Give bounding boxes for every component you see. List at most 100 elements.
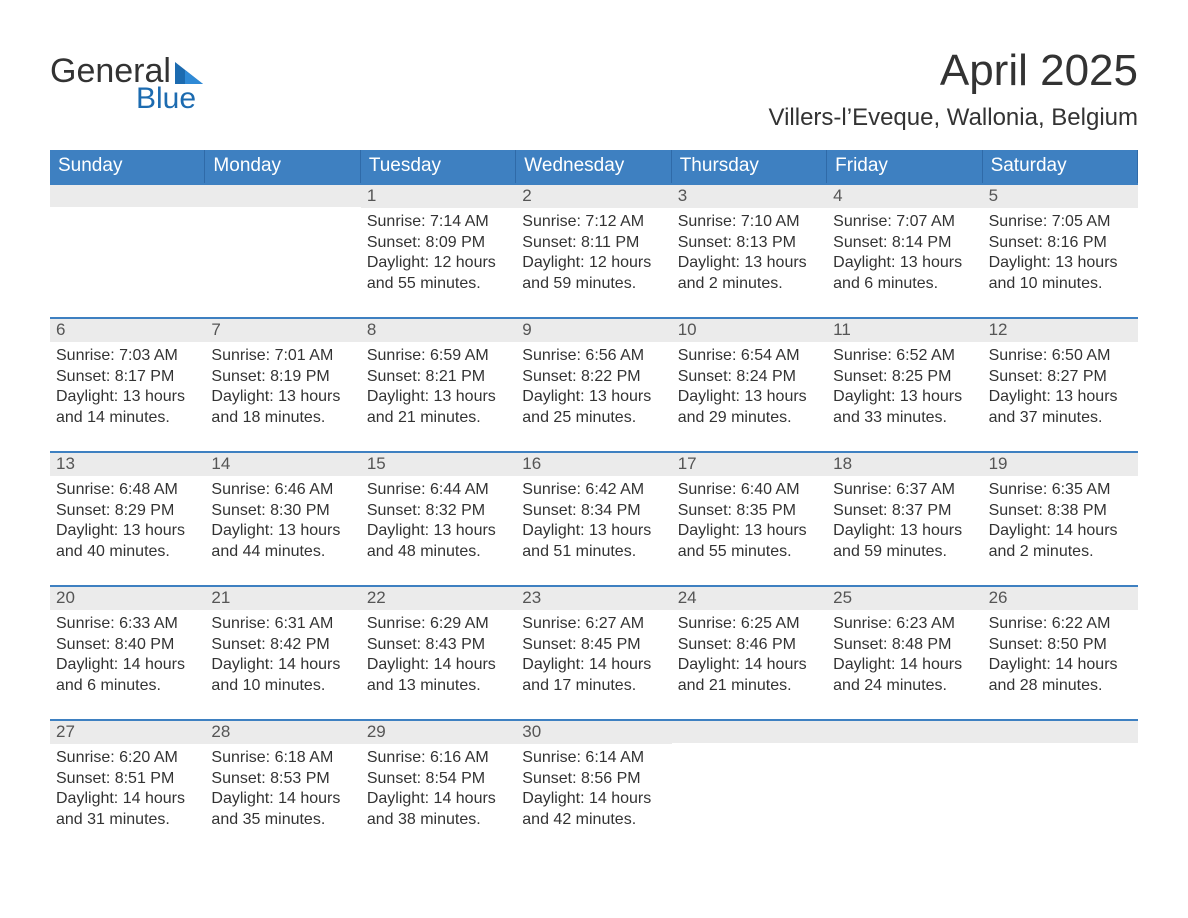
daylight-line: Daylight: 14 hours and 42 minutes. [522, 789, 665, 830]
sunrise-line: Sunrise: 6:35 AM [989, 480, 1132, 500]
day-number: 18 [827, 453, 982, 476]
sunrise-line: Sunrise: 6:44 AM [367, 480, 510, 500]
calendar-cell: 28Sunrise: 6:18 AMSunset: 8:53 PMDayligh… [205, 719, 360, 853]
daylight-line: Daylight: 12 hours and 55 minutes. [367, 253, 510, 294]
daylight-line: Daylight: 13 hours and 21 minutes. [367, 387, 510, 428]
day-details: Sunrise: 6:37 AMSunset: 8:37 PMDaylight:… [827, 476, 982, 562]
day-details: Sunrise: 6:48 AMSunset: 8:29 PMDaylight:… [50, 476, 205, 562]
calendar-cell: 7Sunrise: 7:01 AMSunset: 8:19 PMDaylight… [205, 317, 360, 451]
sunset-line: Sunset: 8:51 PM [56, 769, 199, 789]
daylight-line: Daylight: 13 hours and 48 minutes. [367, 521, 510, 562]
calendar-cell: 4Sunrise: 7:07 AMSunset: 8:14 PMDaylight… [827, 183, 982, 317]
sunset-line: Sunset: 8:19 PM [211, 367, 354, 387]
calendar-cell: 10Sunrise: 6:54 AMSunset: 8:24 PMDayligh… [672, 317, 827, 451]
sunrise-line: Sunrise: 6:48 AM [56, 480, 199, 500]
sunset-line: Sunset: 8:43 PM [367, 635, 510, 655]
daylight-line: Daylight: 13 hours and 6 minutes. [833, 253, 976, 294]
brand-triangle-icon [175, 62, 203, 84]
sunrise-line: Sunrise: 7:12 AM [522, 212, 665, 232]
day-details: Sunrise: 7:07 AMSunset: 8:14 PMDaylight:… [827, 208, 982, 294]
calendar-cell: 13Sunrise: 6:48 AMSunset: 8:29 PMDayligh… [50, 451, 205, 585]
day-number: 7 [205, 319, 360, 342]
daylight-line: Daylight: 14 hours and 2 minutes. [989, 521, 1132, 562]
day-details: Sunrise: 7:12 AMSunset: 8:11 PMDaylight:… [516, 208, 671, 294]
daylight-line: Daylight: 14 hours and 10 minutes. [211, 655, 354, 696]
calendar-cell: 6Sunrise: 7:03 AMSunset: 8:17 PMDaylight… [50, 317, 205, 451]
day-details: Sunrise: 6:25 AMSunset: 8:46 PMDaylight:… [672, 610, 827, 696]
daylight-line: Daylight: 13 hours and 14 minutes. [56, 387, 199, 428]
sunrise-line: Sunrise: 6:29 AM [367, 614, 510, 634]
day-details: Sunrise: 6:23 AMSunset: 8:48 PMDaylight:… [827, 610, 982, 696]
sunrise-line: Sunrise: 6:37 AM [833, 480, 976, 500]
calendar-cell-empty [50, 183, 205, 317]
daylight-line: Daylight: 14 hours and 35 minutes. [211, 789, 354, 830]
sunrise-line: Sunrise: 7:01 AM [211, 346, 354, 366]
day-details: Sunrise: 6:27 AMSunset: 8:45 PMDaylight:… [516, 610, 671, 696]
sunset-line: Sunset: 8:35 PM [678, 501, 821, 521]
brand-word2: Blue [136, 84, 203, 114]
daylight-line: Daylight: 14 hours and 17 minutes. [522, 655, 665, 696]
day-of-week-header: Friday [827, 150, 982, 183]
day-number: 6 [50, 319, 205, 342]
sunrise-line: Sunrise: 6:27 AM [522, 614, 665, 634]
calendar-cell: 16Sunrise: 6:42 AMSunset: 8:34 PMDayligh… [516, 451, 671, 585]
day-number [672, 721, 827, 743]
day-details: Sunrise: 6:35 AMSunset: 8:38 PMDaylight:… [983, 476, 1138, 562]
day-number: 23 [516, 587, 671, 610]
sunrise-line: Sunrise: 6:16 AM [367, 748, 510, 768]
calendar-cell: 3Sunrise: 7:10 AMSunset: 8:13 PMDaylight… [672, 183, 827, 317]
daylight-line: Daylight: 12 hours and 59 minutes. [522, 253, 665, 294]
daylight-line: Daylight: 13 hours and 37 minutes. [989, 387, 1132, 428]
daylight-line: Daylight: 13 hours and 55 minutes. [678, 521, 821, 562]
day-details: Sunrise: 7:10 AMSunset: 8:13 PMDaylight:… [672, 208, 827, 294]
day-number: 28 [205, 721, 360, 744]
daylight-line: Daylight: 14 hours and 13 minutes. [367, 655, 510, 696]
day-details: Sunrise: 7:05 AMSunset: 8:16 PMDaylight:… [983, 208, 1138, 294]
day-of-week-header: Sunday [50, 150, 205, 183]
day-number: 30 [516, 721, 671, 744]
sunset-line: Sunset: 8:45 PM [522, 635, 665, 655]
sunrise-line: Sunrise: 6:23 AM [833, 614, 976, 634]
daylight-line: Daylight: 14 hours and 31 minutes. [56, 789, 199, 830]
day-number: 20 [50, 587, 205, 610]
calendar-cell: 21Sunrise: 6:31 AMSunset: 8:42 PMDayligh… [205, 585, 360, 719]
sunrise-line: Sunrise: 6:59 AM [367, 346, 510, 366]
day-number: 27 [50, 721, 205, 744]
day-of-week-header: Monday [205, 150, 360, 183]
calendar-cell: 22 Sunrise: 6:29 AMSunset: 8:43 PMDayligh… [361, 585, 516, 719]
sunset-line: Sunset: 8:42 PM [211, 635, 354, 655]
sunset-line: Sunset: 8:32 PM [367, 501, 510, 521]
sunrise-line: Sunrise: 6:18 AM [211, 748, 354, 768]
sunrise-line: Sunrise: 6:33 AM [56, 614, 199, 634]
daylight-line: Daylight: 13 hours and 2 minutes. [678, 253, 821, 294]
day-details: Sunrise: 6:33 AMSunset: 8:40 PMDaylight:… [50, 610, 205, 696]
calendar-cell: 25Sunrise: 6:23 AMSunset: 8:48 PMDayligh… [827, 585, 982, 719]
calendar-cell-empty [827, 719, 982, 853]
day-number: 25 [827, 587, 982, 610]
calendar-cell: 19Sunrise: 6:35 AMSunset: 8:38 PMDayligh… [983, 451, 1138, 585]
sunrise-line: Sunrise: 6:50 AM [989, 346, 1132, 366]
sunset-line: Sunset: 8:24 PM [678, 367, 821, 387]
day-number: 14 [205, 453, 360, 476]
sunset-line: Sunset: 8:27 PM [989, 367, 1132, 387]
day-details: Sunrise: 6:50 AMSunset: 8:27 PMDaylight:… [983, 342, 1138, 428]
sunrise-line: Sunrise: 6:20 AM [56, 748, 199, 768]
calendar-grid: SundayMondayTuesdayWednesdayThursdayFrid… [50, 150, 1138, 853]
calendar-cell: 12Sunrise: 6:50 AMSunset: 8:27 PMDayligh… [983, 317, 1138, 451]
calendar-cell: 24Sunrise: 6:25 AMSunset: 8:46 PMDayligh… [672, 585, 827, 719]
sunset-line: Sunset: 8:30 PM [211, 501, 354, 521]
calendar-cell: 29Sunrise: 6:16 AMSunset: 8:54 PMDayligh… [361, 719, 516, 853]
calendar-cell: 5Sunrise: 7:05 AMSunset: 8:16 PMDaylight… [983, 183, 1138, 317]
sunset-line: Sunset: 8:13 PM [678, 233, 821, 253]
calendar-cell-empty [983, 719, 1138, 853]
calendar-cell: 8Sunrise: 6:59 AMSunset: 8:21 PMDaylight… [361, 317, 516, 451]
calendar-cell: 17Sunrise: 6:40 AMSunset: 8:35 PMDayligh… [672, 451, 827, 585]
day-number: 24 [672, 587, 827, 610]
day-number: 22 [361, 587, 516, 610]
calendar-cell: 26Sunrise: 6:22 AMSunset: 8:50 PMDayligh… [983, 585, 1138, 719]
location-subtitle: Villers-l’Eveque, Wallonia, Belgium [769, 104, 1139, 132]
sunset-line: Sunset: 8:11 PM [522, 233, 665, 253]
calendar-cell: 20Sunrise: 6:33 AMSunset: 8:40 PMDayligh… [50, 585, 205, 719]
calendar-cell-empty [205, 183, 360, 317]
sunset-line: Sunset: 8:29 PM [56, 501, 199, 521]
